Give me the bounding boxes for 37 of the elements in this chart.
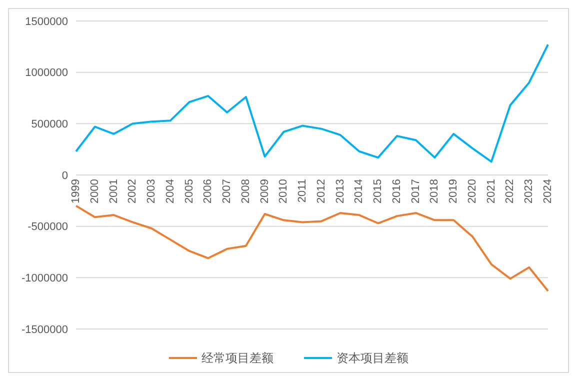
x-tick-label: 2015 (372, 179, 384, 204)
y-tick-label: -1000000 (22, 272, 68, 285)
y-tick-label: -500000 (28, 221, 68, 234)
x-tick-label: 2021 (485, 179, 498, 204)
x-tick-label: 2006 (202, 179, 214, 204)
x-tick-label: 2018 (428, 179, 441, 204)
x-tick-label: 2003 (146, 179, 158, 204)
y-tick-label: 1000000 (25, 67, 68, 80)
x-tick-label: 2005 (183, 179, 196, 204)
x-tick-label: 2004 (164, 179, 176, 204)
x-tick-label: 2022 (504, 179, 516, 204)
x-tick-label: 2024 (542, 179, 554, 204)
x-tick-label: 2010 (278, 179, 290, 204)
y-tick-label: 1500000 (25, 16, 68, 28)
x-tick-label: 2001 (108, 179, 120, 204)
line-series (75, 204, 549, 292)
x-tick-label: 2017 (410, 179, 422, 204)
x-tick-label: 2013 (334, 179, 346, 204)
line-series (75, 44, 549, 163)
x-tick-label: 2016 (390, 179, 403, 204)
x-tick-label: 2014 (353, 179, 366, 204)
y-tick-label: -1500000 (22, 324, 68, 336)
legend-label: 经常项目差额 (200, 350, 274, 366)
x-tick-label: 2012 (315, 179, 328, 204)
y-tick-label: 500000 (31, 118, 68, 131)
y-tick-label: 0 (62, 170, 68, 182)
x-tick-label: 2002 (126, 179, 139, 204)
x-tick-label: 2011 (296, 179, 309, 203)
x-tick-label: 2009 (258, 179, 271, 204)
x-tick-label: 2020 (466, 179, 478, 204)
x-tick-label: 2000 (88, 179, 101, 204)
x-tick-label: 2023 (523, 179, 536, 204)
x-tick-label: 2008 (240, 179, 252, 204)
legend-label: 资本项目差额 (336, 350, 408, 366)
x-tick-label: 1999 (70, 179, 82, 204)
x-tick-label: 2007 (221, 179, 234, 204)
x-tick-label: 2019 (448, 179, 460, 204)
